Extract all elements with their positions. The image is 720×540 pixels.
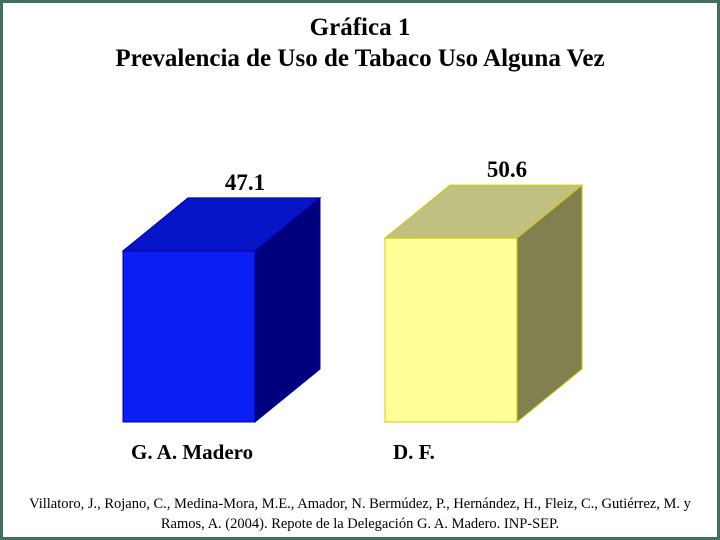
bar-g-a-madero (122, 250, 256, 423)
citation-text: Villatoro, J., Rojano, C., Medina-Mora, … (29, 496, 691, 532)
chart-title: Gráfica 1 Prevalencia de Uso de Tabaco U… (3, 13, 717, 75)
category-label-d-f: D. F. (393, 440, 435, 464)
chart-title-line1: Gráfica 1 (309, 14, 411, 41)
value-label-g-a-madero: 47.1 (225, 170, 265, 195)
value-label-d-f: 50.6 (487, 157, 527, 182)
chart-title-line2: Prevalencia de Uso de Tabaco Uso Alguna … (115, 45, 605, 72)
category-label-g-a-madero: G. A. Madero (131, 440, 253, 464)
bar-d-f (384, 237, 518, 423)
